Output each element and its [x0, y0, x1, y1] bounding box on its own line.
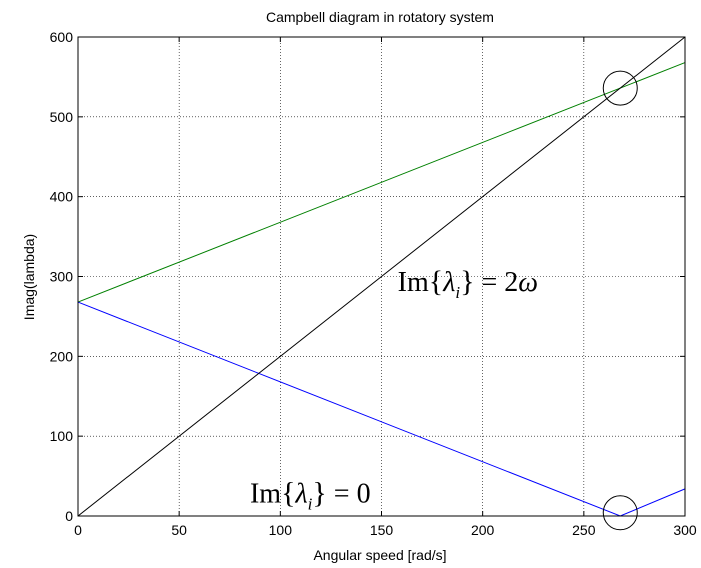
annotation-1: Im{λi} = 2ω [398, 265, 538, 302]
y-tick-label: 500 [50, 109, 74, 125]
y-tick-label: 200 [50, 348, 74, 364]
x-tick-label: 150 [370, 522, 394, 538]
y-tick-label: 600 [50, 29, 74, 45]
y-axis-label: Imag(lambda) [21, 234, 37, 320]
y-tick-label: 400 [50, 189, 74, 205]
chart-title: Campbell diagram in rotatory system [266, 9, 494, 25]
x-tick-label: 250 [572, 522, 596, 538]
x-tick-label: 0 [74, 522, 82, 538]
x-tick-label: 200 [471, 522, 495, 538]
x-axis-label: Angular speed [rad/s] [313, 547, 446, 563]
x-tick-label: 300 [673, 522, 697, 538]
y-tick-label: 0 [65, 508, 73, 524]
y-tick-label: 100 [50, 428, 74, 444]
x-tick-label: 100 [269, 522, 293, 538]
x-tick-label: 50 [171, 522, 187, 538]
y-tick-label: 300 [50, 269, 74, 285]
